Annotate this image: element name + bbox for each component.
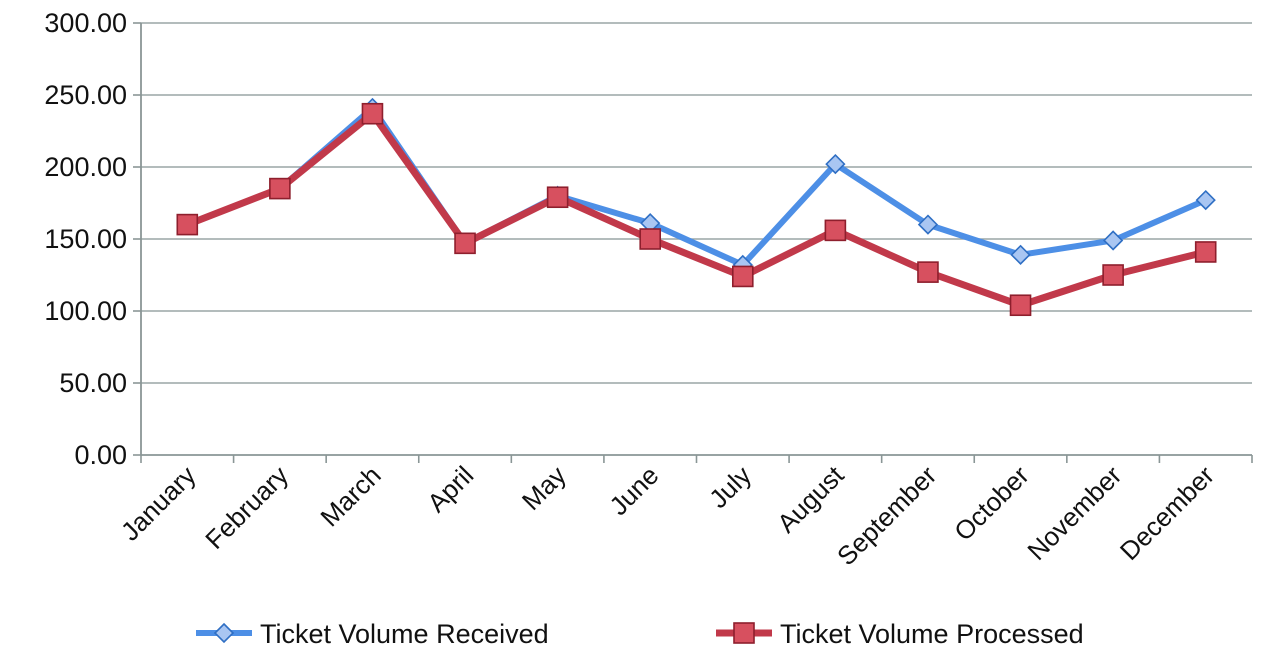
legend-diamond-marker bbox=[213, 622, 235, 644]
legend-item: Ticket Volume Processed bbox=[716, 619, 1084, 649]
x-tick-label: April bbox=[421, 460, 479, 518]
x-tick-label: October bbox=[948, 460, 1035, 547]
data-point-square bbox=[454, 232, 476, 255]
series-line bbox=[184, 104, 1209, 268]
gridlines bbox=[141, 22, 1252, 384]
y-tick-label: 50.00 bbox=[59, 368, 127, 398]
x-tick-label: September bbox=[831, 460, 942, 571]
legend-label: Ticket Volume Processed bbox=[780, 619, 1084, 649]
data-point-diamond bbox=[1102, 230, 1124, 251]
x-tick-label: January bbox=[115, 460, 202, 547]
data-point-square bbox=[731, 265, 754, 288]
y-tick-label: 150.00 bbox=[44, 224, 127, 254]
data-point-square bbox=[176, 213, 199, 236]
data-point-square bbox=[639, 228, 662, 250]
data-point-square bbox=[824, 219, 847, 242]
data-point-square bbox=[269, 177, 291, 200]
series-received bbox=[177, 97, 1216, 276]
data-point-square bbox=[546, 186, 569, 209]
y-axis-ticks: 0.00 50.00 100.00 150.00 200.00 250.00 300.00 bbox=[44, 8, 127, 470]
legend-square-marker bbox=[733, 622, 755, 644]
legend-label: Ticket Volume Received bbox=[260, 619, 549, 649]
x-tick-label: March bbox=[314, 460, 386, 532]
x-tick-label: August bbox=[771, 459, 850, 538]
data-point-diamond bbox=[1010, 244, 1031, 265]
series-line bbox=[183, 110, 1210, 309]
data-point-square bbox=[1194, 241, 1217, 263]
data-point-square bbox=[1102, 264, 1124, 286]
axes bbox=[133, 22, 1253, 463]
x-tick-label: February bbox=[199, 460, 294, 555]
y-tick-label: 0.00 bbox=[74, 440, 127, 470]
y-tick-label: 200.00 bbox=[44, 152, 127, 182]
data-point-diamond bbox=[1195, 189, 1216, 211]
legend: Ticket Volume Received Ticket Volume Proc… bbox=[196, 619, 1084, 649]
x-tick-label: July bbox=[703, 460, 757, 514]
y-tick-label: 300.00 bbox=[44, 8, 127, 38]
data-point-square bbox=[1009, 294, 1032, 317]
x-tick-label: June bbox=[603, 460, 664, 521]
data-point-diamond bbox=[825, 153, 846, 175]
data-point-diamond bbox=[917, 214, 939, 235]
series bbox=[176, 97, 1217, 317]
data-point-square bbox=[361, 102, 384, 125]
series-processed bbox=[176, 102, 1217, 317]
legend-item: Ticket Volume Received bbox=[196, 619, 549, 649]
x-tick-label: December bbox=[1114, 460, 1220, 566]
y-tick-label: 250.00 bbox=[44, 80, 127, 110]
data-point-square bbox=[917, 261, 939, 283]
x-tick-label: May bbox=[516, 460, 572, 516]
x-tick-label: November bbox=[1021, 460, 1127, 566]
y-tick-label: 100.00 bbox=[44, 296, 127, 326]
